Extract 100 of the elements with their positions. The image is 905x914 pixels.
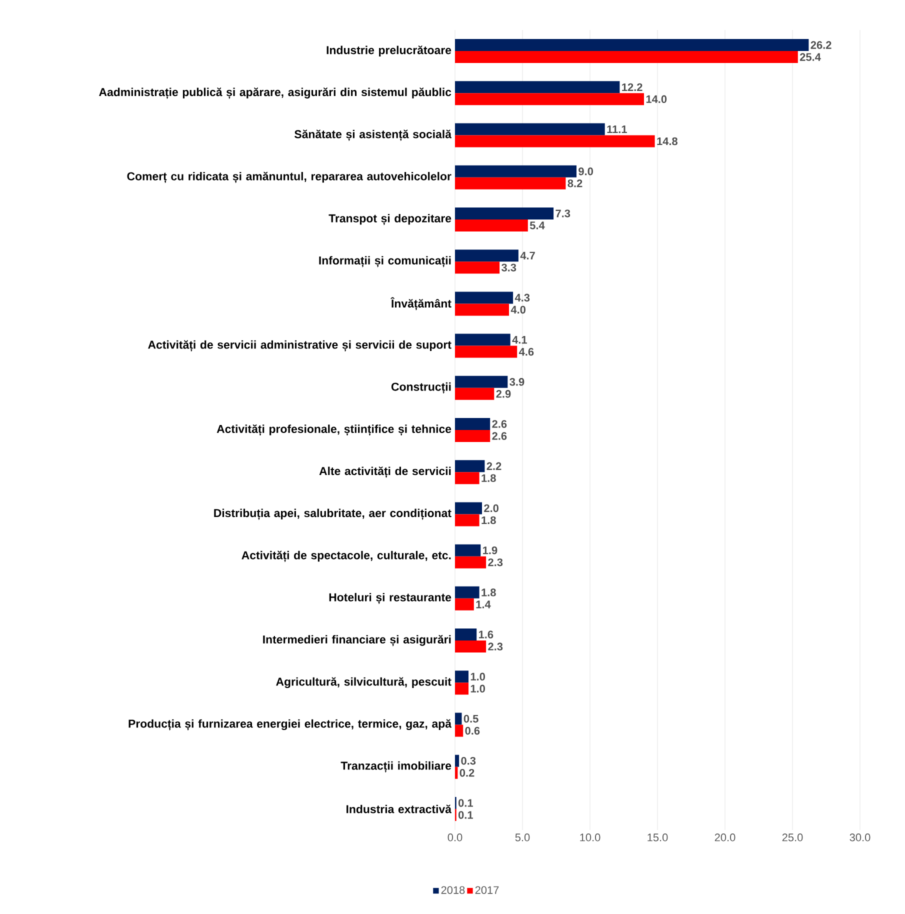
data-label: 0.2 bbox=[460, 768, 474, 777]
bar bbox=[455, 514, 480, 526]
x-tick-label: 30.0 bbox=[850, 834, 870, 842]
data-label: 11.1 bbox=[607, 126, 627, 134]
data-label: 4.1 bbox=[512, 336, 527, 344]
data-label: 1.9 bbox=[483, 546, 498, 554]
bar bbox=[455, 598, 474, 610]
y-tick-label: Sănătate și asistență socială bbox=[294, 130, 452, 141]
y-tick-label: Alte activități de servicii bbox=[319, 466, 451, 478]
y-tick-label: Transpot și depozitare bbox=[328, 214, 452, 225]
y-tick-label: Distribuția apei, salubritate, aer condiționat bbox=[214, 508, 452, 520]
y-tick-label: Intermedieri financiare și asigurări bbox=[263, 635, 451, 646]
data-label: 5.4 bbox=[530, 222, 545, 230]
y-tick-label: Industrie prelucrătoare bbox=[326, 46, 452, 56]
bar bbox=[455, 460, 485, 472]
y-tick-label: Activități profesionale, științifice și tehnice bbox=[216, 424, 452, 436]
legend-label: 2018 bbox=[441, 886, 465, 894]
x-tick-label: 10.0 bbox=[580, 834, 600, 842]
data-label: 1.8 bbox=[482, 516, 496, 524]
data-label: 2.9 bbox=[496, 390, 511, 398]
y-tick-label: Industria extractivă bbox=[346, 804, 452, 814]
data-label: 3.3 bbox=[502, 264, 516, 272]
x-tick-label: 5.0 bbox=[515, 834, 530, 842]
data-label: 2.6 bbox=[492, 432, 507, 440]
bar bbox=[455, 472, 480, 484]
data-label: 1.4 bbox=[476, 600, 491, 608]
data-label: 1.8 bbox=[482, 588, 496, 596]
bar bbox=[455, 628, 477, 641]
bar bbox=[455, 544, 481, 556]
bar bbox=[455, 292, 514, 304]
bar bbox=[455, 724, 464, 737]
data-label: 14.0 bbox=[646, 95, 667, 104]
x-tick-label: 0.0 bbox=[448, 834, 462, 842]
bar bbox=[455, 207, 554, 220]
data-label: 2.3 bbox=[488, 642, 503, 650]
data-label: 1.8 bbox=[482, 474, 496, 482]
y-tick-label: Activități de servicii administrative și servicii de suport bbox=[148, 340, 452, 352]
data-label: 2.6 bbox=[492, 420, 507, 428]
bar bbox=[455, 682, 468, 695]
data-label: 4.6 bbox=[518, 348, 534, 356]
bar bbox=[455, 766, 458, 779]
data-label: 26.2 bbox=[810, 41, 832, 49]
bar bbox=[455, 430, 490, 442]
bar bbox=[455, 376, 508, 388]
bar bbox=[455, 754, 460, 767]
bar bbox=[455, 51, 798, 64]
bar bbox=[455, 556, 486, 568]
data-label: 0.5 bbox=[464, 714, 478, 723]
x-tick-label: 25.0 bbox=[782, 834, 803, 842]
bar bbox=[455, 304, 509, 316]
bar bbox=[455, 250, 518, 262]
data-label: 14.8 bbox=[657, 137, 678, 146]
data-label: 7.3 bbox=[556, 210, 570, 218]
y-tick-label: Comerț cu ridicata și amănuntul, repararea autovehicolelor bbox=[127, 172, 452, 183]
data-label: 2.0 bbox=[484, 504, 498, 512]
y-tick-label: Tranzacții imobiliare bbox=[340, 761, 452, 772]
data-label: 1.0 bbox=[470, 672, 485, 681]
y-tick-label: Agricultură, silvicultură, pescuit bbox=[276, 677, 452, 688]
data-label: 0.3 bbox=[461, 756, 476, 765]
y-tick-label: Producția și furnizarea energiei electrice, termice, gaz, apă bbox=[128, 719, 452, 730]
y-tick-label: Aadministrație publică și apărare, asigurări din sistemul păublic bbox=[99, 88, 452, 99]
bar bbox=[455, 81, 620, 94]
bar bbox=[455, 123, 605, 136]
bar bbox=[455, 670, 468, 683]
bar bbox=[455, 712, 462, 725]
bar bbox=[455, 135, 655, 148]
data-label: 2.3 bbox=[488, 558, 503, 566]
bar bbox=[455, 39, 809, 52]
legend-label: 2017 bbox=[475, 886, 499, 894]
bar bbox=[455, 165, 576, 178]
bar bbox=[455, 219, 528, 232]
data-label: 4.3 bbox=[514, 294, 530, 302]
bar bbox=[455, 388, 494, 400]
data-label: 4.0 bbox=[510, 306, 526, 314]
bar bbox=[455, 262, 500, 274]
y-tick-label: Construcții bbox=[391, 382, 451, 394]
data-label: 3.9 bbox=[510, 378, 524, 386]
data-label: 0.6 bbox=[465, 726, 480, 735]
bar bbox=[455, 586, 480, 598]
data-label: 2.2 bbox=[486, 462, 502, 470]
y-tick-label: Învățământ bbox=[390, 297, 452, 310]
data-label: 0.1 bbox=[458, 799, 473, 807]
x-tick-label: 20.0 bbox=[714, 834, 736, 842]
bar bbox=[455, 640, 486, 653]
data-label: 9.0 bbox=[578, 168, 593, 176]
bar bbox=[455, 418, 490, 430]
data-label: 25.4 bbox=[800, 53, 821, 61]
data-label: 0.1 bbox=[458, 811, 473, 819]
y-tick-label: Hoteluri și restaurante bbox=[329, 592, 452, 604]
y-tick-label: Informații și comunicații bbox=[319, 256, 451, 268]
y-tick-label: Activități de spectacole, culturale, etc. bbox=[242, 550, 451, 562]
bar bbox=[455, 177, 566, 190]
bar bbox=[455, 502, 482, 514]
bar bbox=[455, 334, 510, 346]
data-label: 12.2 bbox=[622, 83, 642, 91]
data-label: 1.0 bbox=[470, 684, 485, 693]
data-label: 1.6 bbox=[478, 630, 494, 638]
data-label: 8.2 bbox=[568, 180, 582, 188]
bar bbox=[455, 93, 644, 106]
data-label: 4.7 bbox=[520, 252, 535, 260]
